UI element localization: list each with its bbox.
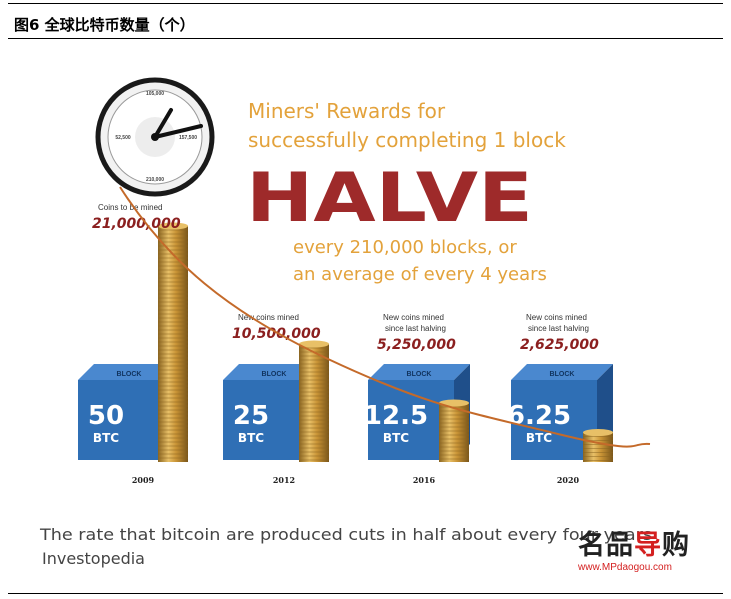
halving-curve [119, 186, 651, 448]
coins-mined-amount: 2,625,000 [520, 337, 599, 353]
halve-word: HALVE [246, 159, 533, 238]
source: Investopedia [42, 549, 145, 568]
coins-mined-amount: 5,250,000 [377, 337, 456, 353]
coin-top [583, 429, 613, 436]
block-cube-top [511, 364, 613, 380]
reward-unit: BTC [383, 431, 409, 445]
period-note: New coins mined [526, 313, 587, 322]
sub-line-2: an average of every 4 years [293, 264, 547, 285]
logo-wordmark: 名品导购 [578, 531, 718, 561]
period-note: Coins to be mined [98, 203, 162, 212]
block-cube-front [78, 380, 164, 460]
clock-icon: 105,000 157,500 210,000 52,500 [95, 77, 215, 197]
block-word: BLOCK [117, 371, 142, 378]
logo-part: 导 [634, 530, 662, 561]
logo-part: 名品 [578, 530, 634, 561]
reward-value: 25 [233, 401, 269, 431]
coins-mined-amount: 10,500,000 [232, 326, 321, 342]
coins-mined-amount: 21,000,000 [92, 216, 181, 232]
block-word: BLOCK [407, 371, 432, 378]
block-cube-top [78, 364, 180, 380]
period-note: since last halving [528, 324, 589, 333]
period-year: 2012 [273, 475, 295, 485]
coin-top [299, 340, 329, 348]
block-word: BLOCK [550, 371, 575, 378]
reward-value: 50 [88, 401, 124, 431]
reward-value: 12.5 [364, 401, 428, 431]
clock-label: 157,500 [179, 135, 197, 141]
mpdaogou-logo: 名品导购 www.MPdaogou.com [578, 531, 718, 574]
figure-title: 图6 全球比特币数量（个） [14, 16, 195, 34]
top-rule [8, 3, 723, 4]
logo-url: www.MPdaogou.com [578, 562, 672, 573]
period-note: New coins mined [238, 313, 299, 322]
clock-label: 210,000 [146, 177, 164, 183]
coin-stack [299, 344, 329, 462]
sub-line-1: every 210,000 blocks, or [293, 237, 517, 258]
reward-unit: BTC [93, 431, 119, 445]
reward-unit: BTC [526, 431, 552, 445]
coin-top [158, 222, 188, 230]
reward-value: 6.25 [507, 401, 571, 431]
block-word: BLOCK [262, 371, 287, 378]
bitcoin-halving-infographic: 105,000 157,500 210,000 52,500 Miners' R… [39, 77, 652, 568]
block-cube-front [511, 380, 597, 460]
clock-label: 52,500 [115, 135, 131, 141]
period-note: since last halving [385, 324, 446, 333]
heading-line-1: Miners' Rewards for [248, 99, 446, 123]
heading-line-2: successfully completing 1 block [248, 128, 566, 152]
coin-stack [158, 226, 188, 462]
period-year: 2020 [557, 475, 580, 485]
period-year: 2016 [413, 475, 436, 485]
block-cube-top [368, 364, 470, 380]
clock-label: 105,000 [146, 91, 164, 97]
period-note: New coins mined [383, 313, 444, 322]
title-rule [8, 38, 723, 39]
period-year: 2009 [132, 475, 155, 485]
reward-unit: BTC [238, 431, 264, 445]
coin-stack [439, 403, 469, 462]
block-cube-front [223, 380, 309, 460]
logo-part: 购 [662, 530, 690, 561]
bottom-rule [8, 593, 723, 594]
caption: The rate that bitcoin are produced cuts … [39, 525, 652, 544]
coin-stack [583, 432, 613, 462]
